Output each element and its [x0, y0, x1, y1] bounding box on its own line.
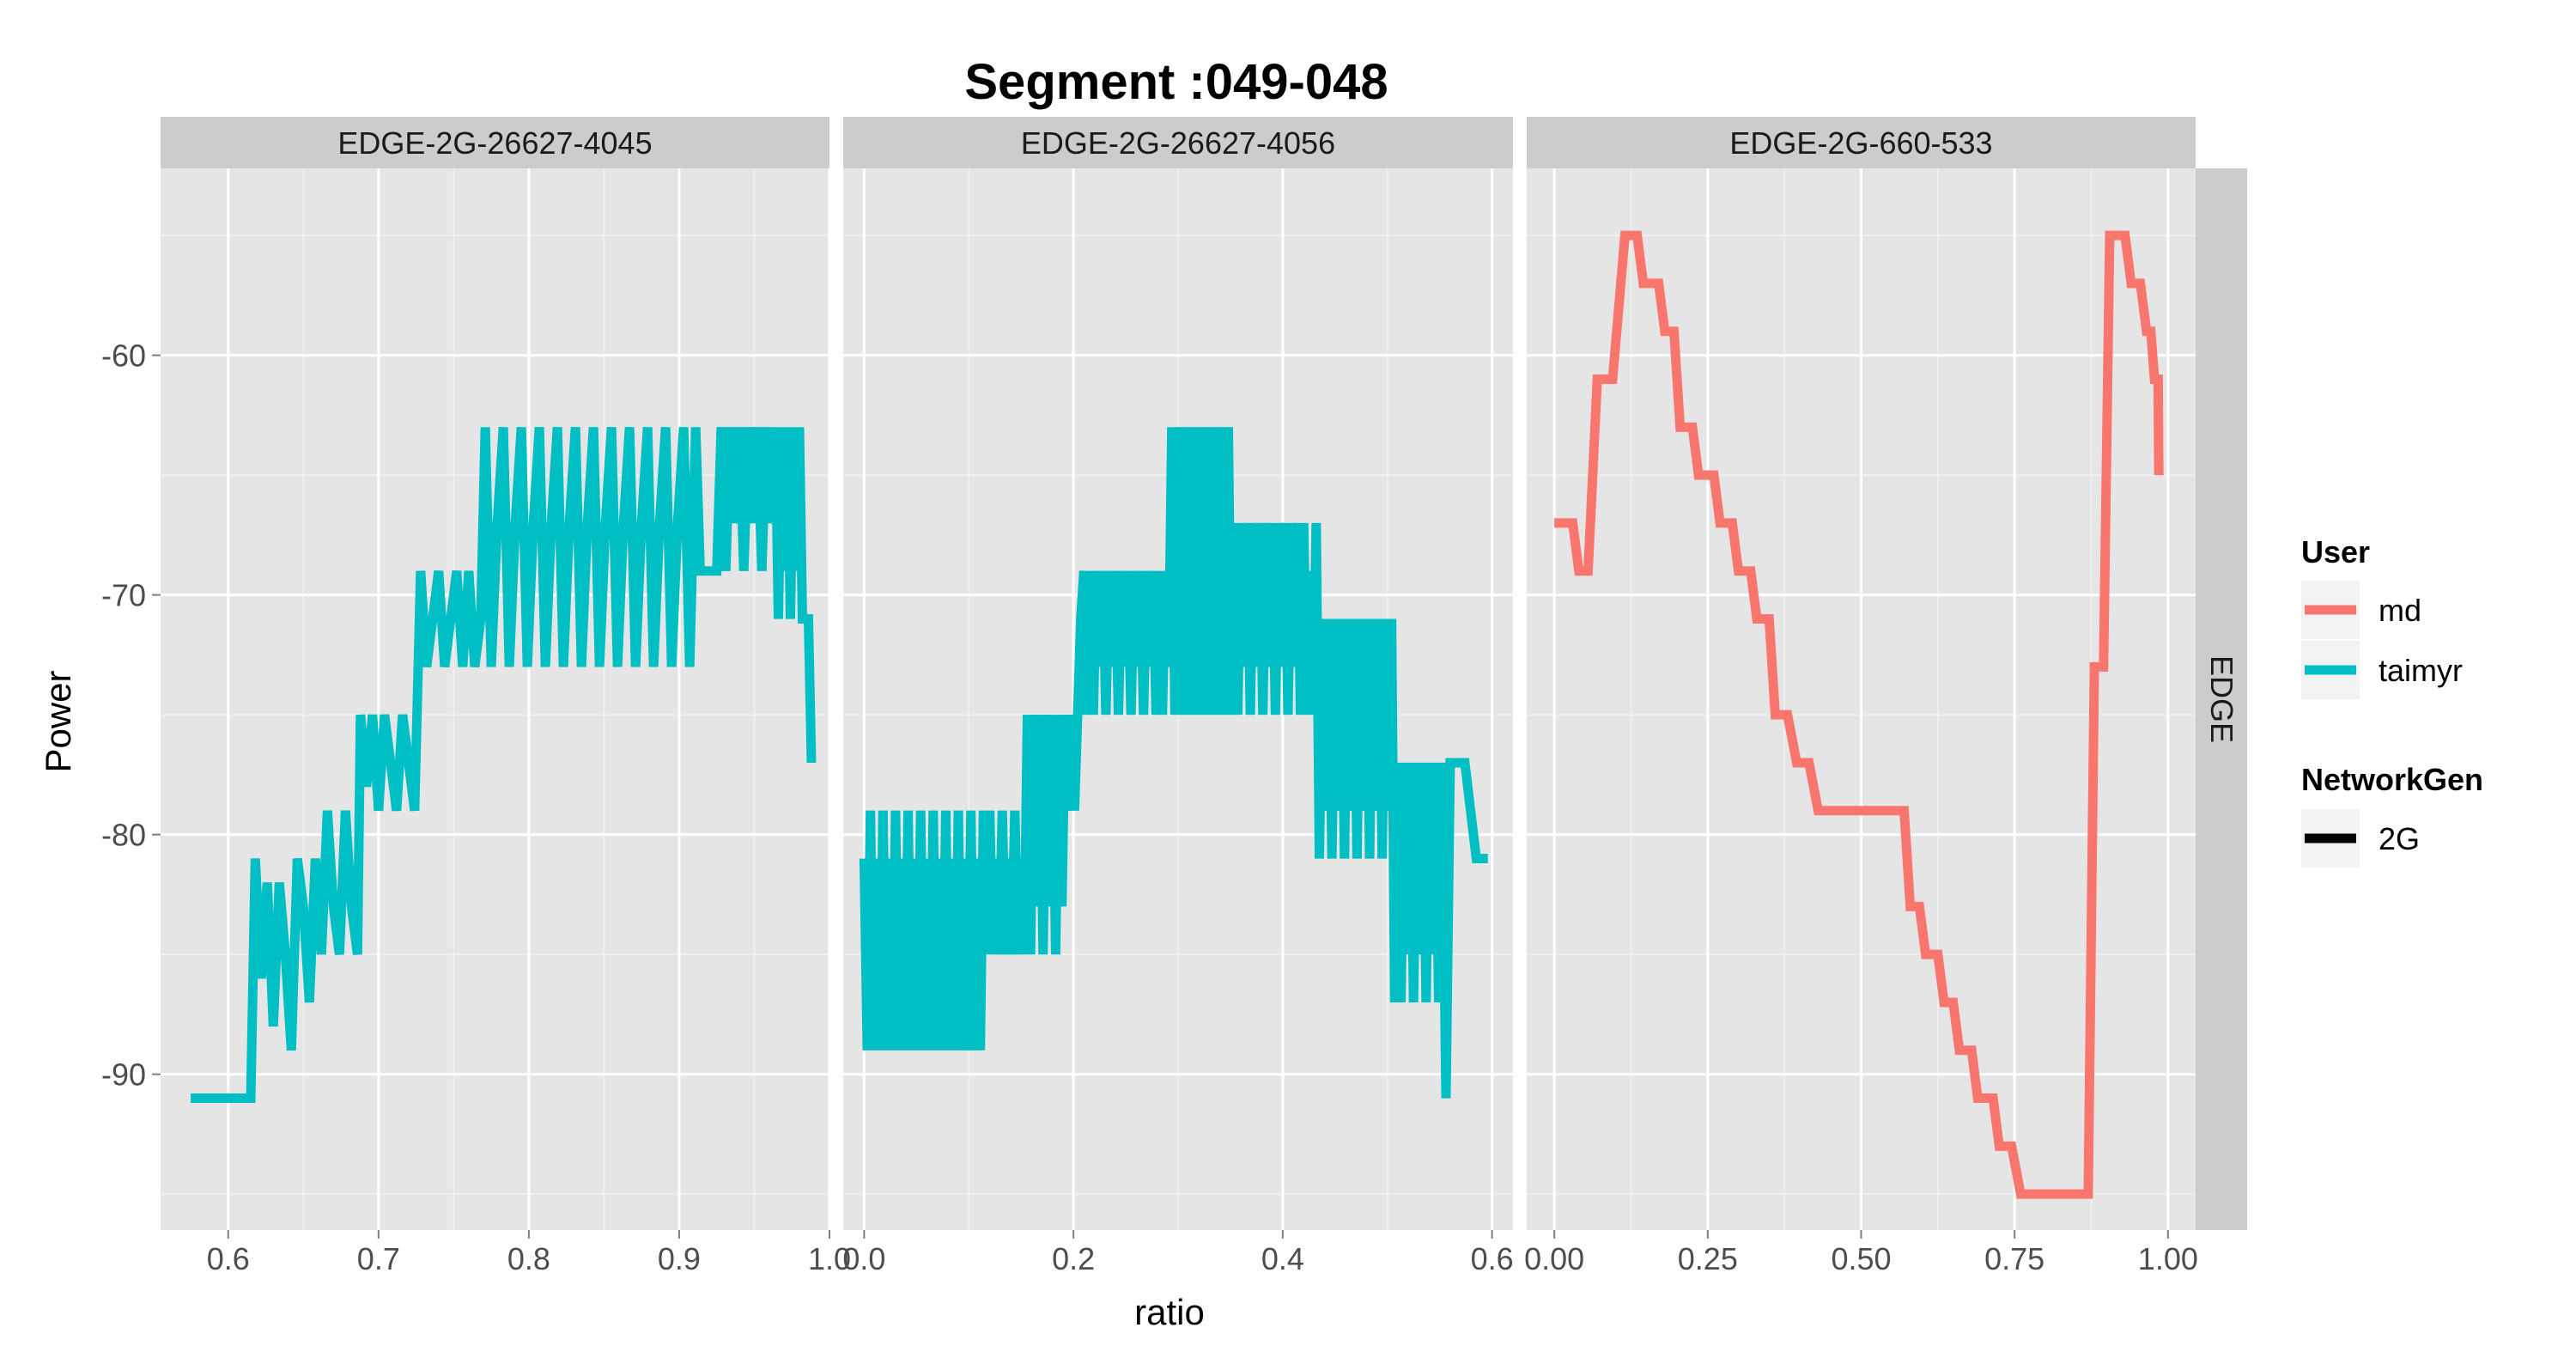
legend-title-user: User	[2301, 534, 2370, 569]
x-tick-label: 0.6	[207, 1241, 250, 1276]
x-tick-label: 0.75	[1984, 1241, 2044, 1276]
row-strip-label: EDGE	[2204, 655, 2239, 743]
facet-strip	[161, 117, 829, 168]
x-tick-label: 0.6	[1471, 1241, 1514, 1276]
facet-strip	[1527, 117, 2196, 168]
facet-strip-label: EDGE-2G-660-533	[1729, 125, 1992, 161]
x-tick-label: 0.2	[1052, 1241, 1095, 1276]
legend-label-taimyr: taimyr	[2379, 653, 2463, 688]
x-tick-label: 0.00	[1524, 1241, 1584, 1276]
legend-label-2G: 2G	[2379, 821, 2420, 856]
y-axis-title: Power	[38, 670, 78, 772]
x-tick-label: 0.7	[357, 1241, 400, 1276]
x-tick-label: 0.25	[1678, 1241, 1738, 1276]
x-tick-label: 0.50	[1831, 1241, 1891, 1276]
x-tick-label: 0.9	[658, 1241, 701, 1276]
y-tick-label: -80	[101, 818, 146, 853]
y-tick-label: -70	[101, 578, 146, 613]
facet-strip-label: EDGE-2G-26627-4045	[337, 125, 652, 161]
legend-label-md: md	[2379, 593, 2421, 628]
x-tick-label: 1.0	[808, 1241, 851, 1276]
facet-strip-label: EDGE-2G-26627-4056	[1021, 125, 1335, 161]
chart-title: Segment :049-048	[964, 54, 1388, 110]
x-axis-title: ratio	[1134, 1292, 1205, 1332]
legend-title-networkgen: NetworkGen	[2301, 762, 2483, 797]
x-tick-label: 0.4	[1261, 1241, 1304, 1276]
x-tick-label: 0.8	[507, 1241, 550, 1276]
series-line-taimyr	[859, 427, 1488, 1099]
facet-panel-3: EDGE-2G-660-533 0.00 0.25 0.50 0.75 1.00	[1524, 117, 2198, 1276]
x-tick-label: 0.0	[842, 1241, 885, 1276]
row-strip-background	[2196, 168, 2247, 1230]
facet-strip	[843, 117, 1513, 168]
series-line-md	[1554, 230, 2164, 1199]
series-line-taimyr	[191, 426, 817, 1104]
x-tick-label: 1.00	[2138, 1241, 2198, 1276]
y-tick-label: -90	[101, 1057, 146, 1093]
y-tick-label: -60	[101, 338, 146, 374]
y-axis: -90 -80 -70 -60	[101, 338, 161, 1093]
facet-panel-2: EDGE-2G-26627-4056 0.0 0.2 0.4 0.6	[842, 117, 1514, 1276]
row-strip: EDGE	[2196, 168, 2247, 1230]
panel-background	[161, 168, 829, 1230]
facet-panel-1: EDGE-2G-26627-4045 0.6 0.7 0.8 0.9 1.0	[161, 117, 851, 1276]
